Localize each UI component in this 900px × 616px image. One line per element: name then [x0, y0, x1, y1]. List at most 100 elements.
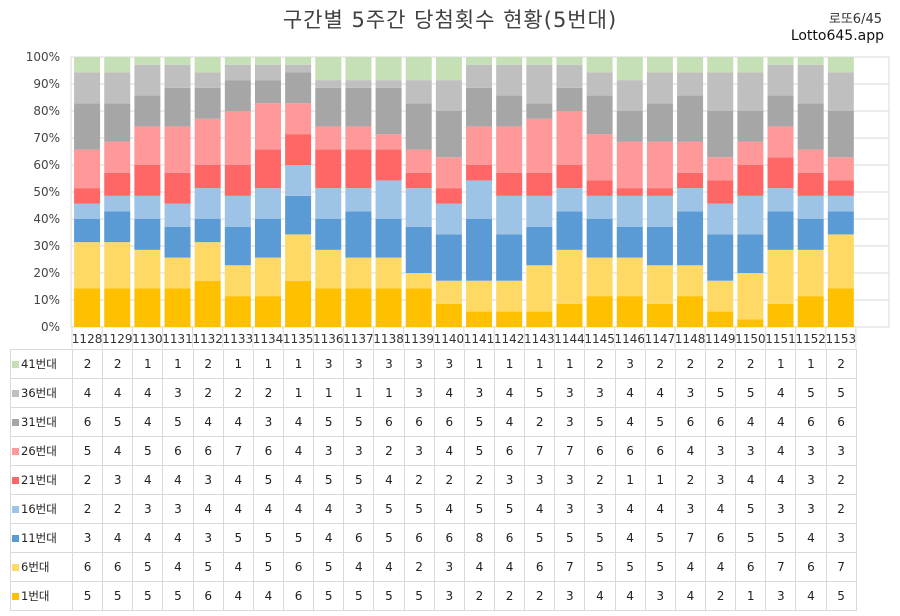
table-cell: 5	[554, 523, 586, 553]
table-cell: 6	[282, 581, 315, 611]
bar-segment	[556, 249, 583, 304]
table-cell: 5	[373, 523, 405, 553]
x-tick-label: 1153	[826, 332, 857, 346]
bar-segment	[827, 111, 854, 158]
table-cell: 4	[735, 465, 767, 495]
table-cell: 6	[343, 523, 375, 553]
bar-segment	[496, 234, 523, 281]
table-cell: 4	[373, 552, 405, 582]
bar-segment	[737, 111, 764, 142]
bar-segment	[586, 257, 613, 297]
table-cell: 3	[644, 581, 676, 611]
bar-segment	[285, 72, 312, 104]
bar-segment	[224, 64, 251, 81]
bar-segment	[827, 288, 854, 327]
table-cell: 5	[463, 494, 495, 524]
bar-segment	[315, 57, 342, 81]
bar-segment	[586, 95, 613, 135]
bar-segment	[707, 180, 734, 204]
table-cell: 4	[765, 407, 797, 437]
bar-segment	[827, 180, 854, 196]
bar-segment	[285, 57, 312, 65]
bar-segment	[285, 103, 312, 135]
bar-segment	[104, 195, 131, 212]
table-row: 21번대 2 3 4 4 3 4 5 4 5 5 4 2 2 2 3 3 3 2 1 1 2 3 4 4 3 2	[10, 465, 857, 495]
table-cell: 4	[433, 494, 465, 524]
table-cell: 5	[825, 581, 857, 611]
bar-segment	[616, 226, 643, 258]
x-tick-label: 1144	[554, 332, 585, 346]
legend-entry: 41번대	[10, 349, 73, 379]
bar-segment	[707, 157, 734, 181]
bar-segment	[707, 203, 734, 235]
bar-segment	[586, 296, 613, 327]
bar-segment	[767, 157, 794, 189]
bar-segment	[285, 134, 312, 165]
bar-segment	[556, 111, 583, 165]
table-row: 36번대 4 4 4 3 2 2 2 1 1 1 1 3 4 3 4 5 3 3 4 4 3 5 5 4 5 5	[10, 378, 857, 408]
bar-segment	[767, 57, 794, 65]
table-cell: 4	[584, 581, 616, 611]
brand-site-label[interactable]: Lotto645.app	[790, 28, 884, 44]
bar-segment	[104, 72, 131, 104]
table-cell: 6	[795, 552, 827, 582]
table-cell: 4	[674, 581, 706, 611]
table-cell: 4	[282, 494, 315, 524]
table-cell: 4	[222, 581, 254, 611]
bar-segment	[616, 257, 643, 297]
bar-segment	[405, 172, 432, 189]
table-cell: 6	[735, 552, 767, 582]
table-cell: 6	[403, 407, 435, 437]
bar-segment	[285, 280, 312, 327]
y-tick-label: 30%	[33, 239, 60, 253]
table-cell: 3	[433, 349, 465, 379]
table-cell: 5	[222, 523, 254, 553]
bar-segment	[797, 195, 824, 219]
bar-segment	[677, 296, 704, 327]
table-cell: 4	[162, 465, 194, 495]
table-cell: 4	[614, 523, 646, 553]
bar-segment	[556, 87, 583, 111]
bar-segment	[254, 188, 281, 219]
table-cell: 5	[282, 523, 315, 553]
bar-segment	[194, 165, 221, 189]
bar-segment	[194, 280, 221, 327]
bar-segment	[586, 57, 613, 73]
bar-segment	[707, 111, 734, 158]
table-cell: 4	[222, 465, 254, 495]
table-cell: 6	[192, 581, 224, 611]
bar-segment	[164, 226, 191, 258]
bar-segment	[646, 195, 673, 227]
bar-segment	[435, 234, 462, 281]
table-cell: 2	[825, 494, 857, 524]
bar-segment	[164, 203, 191, 227]
legend-entry: 31번대	[10, 407, 73, 437]
table-cell: 2	[252, 378, 284, 408]
bar-segment	[104, 103, 131, 142]
table-cell: 4	[313, 523, 345, 553]
bar-segment	[74, 203, 101, 219]
bar-segment	[466, 57, 493, 65]
table-cell: 6	[614, 436, 646, 466]
table-cell: 3	[373, 349, 405, 379]
table-cell: 2	[373, 436, 405, 466]
table-cell: 5	[644, 523, 676, 553]
bar-segment	[556, 211, 583, 250]
bar-segment	[375, 219, 402, 258]
bar-segment	[134, 165, 161, 196]
bar-segment	[345, 87, 372, 127]
bar-segment	[556, 57, 583, 65]
bar-segment	[435, 111, 462, 158]
bar-segment	[315, 188, 342, 219]
table-cell: 4	[282, 407, 315, 437]
bar-segment	[104, 288, 131, 327]
bar-segment	[164, 126, 191, 173]
bar-segment	[496, 172, 523, 196]
bar-segment	[405, 103, 432, 150]
table-cell: 1	[524, 349, 556, 379]
x-tick-label: 1142	[494, 332, 525, 346]
table-cell: 3	[795, 436, 827, 466]
bar-segment	[435, 80, 462, 111]
bar-segment	[315, 249, 342, 289]
table-cell: 6	[644, 436, 676, 466]
